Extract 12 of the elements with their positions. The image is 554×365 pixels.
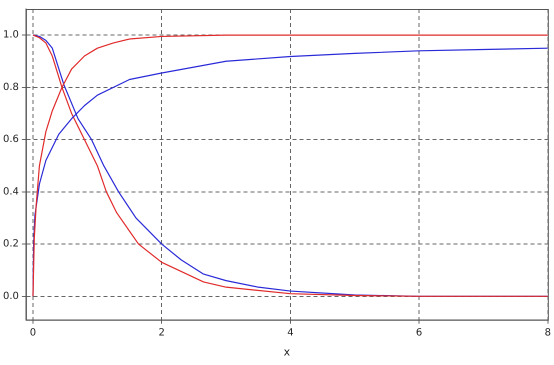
- y-tick-label: 0.4: [2, 186, 19, 198]
- y-tick-label: 0.0: [2, 290, 19, 302]
- x-tick-label: 6: [416, 327, 422, 338]
- y-tick-label: 0.8: [2, 82, 19, 93]
- x-tick-label: 2: [158, 327, 165, 338]
- y-tick-label: 0.6: [2, 134, 19, 146]
- y-tick-label: 0.2: [2, 238, 19, 250]
- y-tick-label: 1.0: [2, 30, 19, 41]
- x-axis-title: x: [284, 345, 291, 358]
- x-tick-label: 4: [287, 327, 294, 338]
- x-tick-label: 8: [544, 327, 552, 338]
- x-tick-label: 0: [30, 327, 36, 338]
